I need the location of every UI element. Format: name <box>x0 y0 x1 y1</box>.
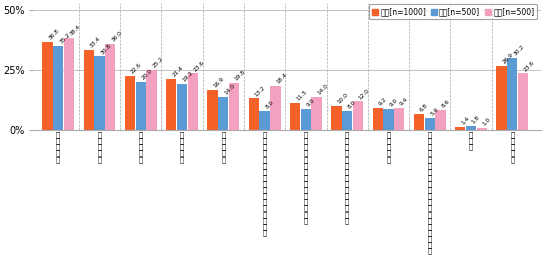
Bar <box>84 50 94 130</box>
Text: 9.4: 9.4 <box>399 96 410 107</box>
Bar <box>455 127 466 130</box>
Bar <box>270 86 281 130</box>
Text: 9.0: 9.0 <box>306 97 316 108</box>
Text: 20.0: 20.0 <box>141 68 153 81</box>
Text: 33.4: 33.4 <box>89 36 102 49</box>
Bar <box>342 111 353 130</box>
Bar <box>414 114 424 130</box>
Text: 14.0: 14.0 <box>224 83 236 96</box>
Bar <box>94 56 104 130</box>
Bar <box>188 74 198 130</box>
Bar <box>218 97 228 130</box>
Bar <box>435 109 446 130</box>
Text: 14.0: 14.0 <box>317 83 329 96</box>
Text: 25.2: 25.2 <box>151 56 164 69</box>
Text: 8.6: 8.6 <box>441 98 450 108</box>
Bar <box>384 108 394 130</box>
Text: 11.5: 11.5 <box>295 89 308 102</box>
Bar <box>312 97 322 130</box>
Bar <box>373 108 383 130</box>
Bar <box>53 46 63 130</box>
Text: 36.8: 36.8 <box>47 28 60 41</box>
Text: 8.0: 8.0 <box>264 100 275 110</box>
Text: 9.2: 9.2 <box>378 97 388 107</box>
Bar <box>105 44 115 130</box>
Text: 9.0: 9.0 <box>388 97 399 108</box>
Bar <box>125 76 135 130</box>
Text: 19.2: 19.2 <box>182 70 195 83</box>
Text: 1.8: 1.8 <box>471 115 481 125</box>
Bar <box>177 84 187 130</box>
Bar <box>353 101 363 130</box>
Text: 23.6: 23.6 <box>193 60 206 72</box>
Bar <box>497 66 507 130</box>
Text: 23.6: 23.6 <box>523 60 536 72</box>
Bar <box>249 98 259 130</box>
Text: 13.2: 13.2 <box>254 85 267 97</box>
Text: 10.0: 10.0 <box>336 93 349 105</box>
Bar <box>207 90 218 130</box>
Text: 5.0: 5.0 <box>430 107 440 117</box>
Bar <box>64 38 74 130</box>
Text: 16.9: 16.9 <box>213 76 225 89</box>
Text: 1.0: 1.0 <box>482 117 492 127</box>
Bar <box>466 126 476 130</box>
Bar <box>42 42 53 130</box>
Bar <box>394 108 404 130</box>
Bar <box>477 128 487 130</box>
Bar <box>507 58 517 130</box>
Text: 21.4: 21.4 <box>171 65 184 78</box>
Text: 12.0: 12.0 <box>358 88 370 100</box>
Text: 8.0: 8.0 <box>347 100 357 110</box>
Text: 30.8: 30.8 <box>100 42 112 55</box>
Bar <box>166 79 176 130</box>
Bar <box>135 82 146 130</box>
Text: 26.9: 26.9 <box>502 52 514 65</box>
Bar <box>290 103 300 130</box>
Text: 6.8: 6.8 <box>419 103 429 113</box>
Bar <box>518 74 528 130</box>
Text: 1.4: 1.4 <box>460 116 471 126</box>
Bar <box>331 106 342 130</box>
Text: 35.2: 35.2 <box>58 32 71 45</box>
Bar <box>301 108 311 130</box>
Text: 18.4: 18.4 <box>275 72 288 85</box>
Text: 36.0: 36.0 <box>110 30 123 43</box>
Text: 22.6: 22.6 <box>130 62 143 75</box>
Bar <box>229 82 239 130</box>
Bar <box>146 70 157 130</box>
Text: 30.2: 30.2 <box>512 44 525 57</box>
Bar <box>425 118 435 130</box>
Bar <box>259 111 270 130</box>
Legend: 全体[n=1000], 男性[n=500], 女性[n=500]: 全体[n=1000], 男性[n=500], 女性[n=500] <box>369 4 537 19</box>
Text: 19.8: 19.8 <box>234 69 247 82</box>
Text: 38.4: 38.4 <box>69 24 82 37</box>
